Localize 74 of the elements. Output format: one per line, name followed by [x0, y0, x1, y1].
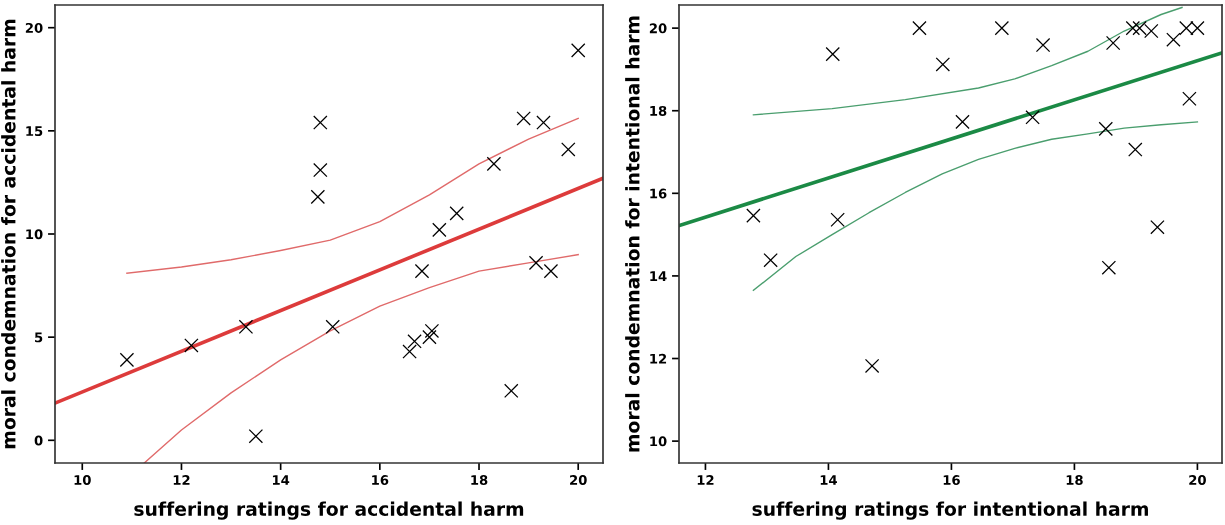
point — [1144, 23, 1159, 39]
y-tick-label: 18 — [650, 105, 667, 116]
x-tick-label: 16 — [372, 475, 389, 486]
point — [1105, 35, 1121, 51]
y-tick-label: 12 — [650, 353, 667, 364]
point — [536, 115, 551, 130]
x-tick-label: 12 — [173, 475, 190, 485]
point — [935, 57, 951, 72]
x-axis-title: suffering ratings for accidental harm — [134, 501, 524, 520]
point — [1101, 260, 1117, 275]
point — [402, 344, 417, 359]
y-tick-label: 20 — [649, 23, 667, 34]
point — [407, 334, 422, 349]
x-tick-label: 16 — [943, 475, 960, 486]
point — [432, 222, 447, 238]
point — [248, 428, 264, 444]
point — [1132, 20, 1147, 36]
point — [1025, 110, 1040, 125]
point — [570, 43, 586, 58]
point — [516, 111, 531, 126]
point — [184, 338, 199, 353]
point — [763, 253, 778, 268]
point — [449, 206, 464, 221]
point — [955, 114, 970, 130]
x-tick-label: 18 — [471, 475, 488, 486]
point — [830, 212, 845, 227]
point — [1098, 121, 1113, 137]
point — [424, 323, 440, 339]
line-series — [752, 6, 1183, 116]
x-tick-label: 12 — [697, 475, 714, 485]
point — [414, 263, 430, 279]
y-tick-label: 20 — [25, 22, 43, 33]
y-tick-label: 5 — [35, 332, 43, 343]
x-tick-label: 20 — [1189, 475, 1206, 486]
point — [912, 20, 927, 36]
point — [543, 263, 559, 279]
y-tick-label: 0 — [34, 435, 43, 446]
point — [422, 329, 437, 345]
y-tick-label: 16 — [650, 188, 667, 199]
point — [313, 115, 328, 130]
point — [1128, 142, 1143, 157]
point — [313, 162, 328, 178]
point — [825, 46, 840, 62]
point — [561, 142, 576, 157]
point — [325, 319, 340, 335]
x-tick-label: 18 — [1066, 475, 1083, 486]
line-series — [752, 121, 1199, 292]
point — [486, 156, 502, 172]
point — [864, 358, 880, 374]
y-tick-label: 10 — [650, 436, 667, 447]
point — [1182, 91, 1197, 106]
x-axis-title: suffering ratings for intentional harm — [752, 501, 1148, 520]
point — [504, 383, 519, 399]
y-axis-title: moral condemnation for accidental harm — [1, 19, 16, 449]
point — [1125, 20, 1141, 36]
y-tick-label: 10 — [26, 229, 43, 240]
point — [1150, 219, 1165, 235]
point — [1035, 37, 1051, 53]
x-tick-label: 14 — [272, 475, 290, 485]
x-tick-label: 14 — [820, 475, 838, 485]
x-tick-label: 20 — [570, 475, 587, 486]
point — [238, 319, 254, 335]
y-axis-title: moral condemnation for intentional harm — [625, 16, 640, 452]
point — [746, 208, 761, 223]
point — [119, 352, 135, 368]
point — [528, 255, 544, 271]
y-tick-label: 15 — [26, 126, 43, 137]
line-series — [126, 117, 579, 274]
x-tick-label: 10 — [74, 475, 91, 486]
point — [994, 20, 1010, 36]
line-series — [143, 253, 579, 463]
point — [310, 189, 326, 205]
point — [1166, 32, 1181, 47]
y-tick-label: 14 — [650, 271, 667, 281]
